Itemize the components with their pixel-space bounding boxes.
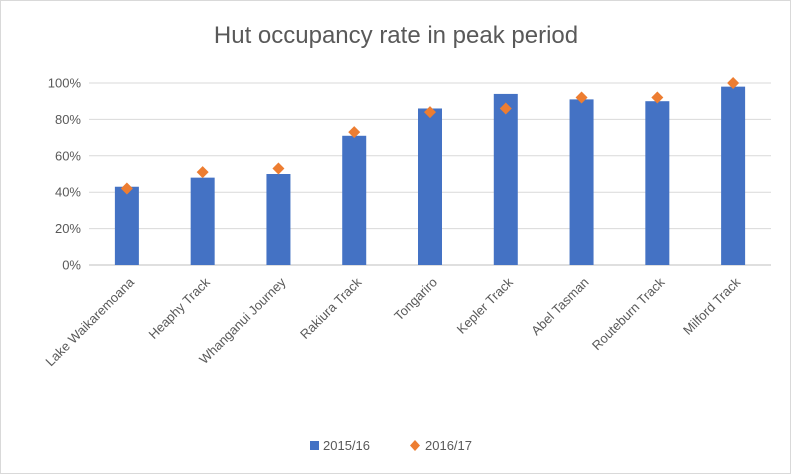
y-tick-label-60: 60% <box>55 148 81 163</box>
y-tick-label-40: 40% <box>55 185 81 200</box>
x-tick-label-abel-tasman: Abel Tasman <box>528 275 592 339</box>
marker-abel-tasman <box>575 91 588 104</box>
marker-heaphy-track <box>196 166 209 179</box>
marker-series <box>120 77 740 195</box>
bar-routeburn-track <box>645 101 670 265</box>
y-tick-label-80: 80% <box>55 112 81 127</box>
x-tick-label-whanganui-journey: Whanganui Journey <box>196 274 289 367</box>
marker-kepler-track <box>499 102 512 115</box>
marker-routeburn-track <box>651 91 664 104</box>
y-tick-label-100: 100% <box>48 76 82 91</box>
marker-tongariro <box>424 106 436 119</box>
legend: 2015/16 2016/17 <box>310 438 472 453</box>
bar-series <box>114 86 746 265</box>
y-tick-label-20: 20% <box>55 221 81 236</box>
bar-lake-waikaremoana <box>114 186 139 265</box>
x-tick-label-kepler-track: Kepler Track <box>454 274 517 337</box>
bar-kepler-track <box>493 93 518 265</box>
legend-label-2016-17: 2016/17 <box>425 438 472 453</box>
y-tick-label-0: 0% <box>62 258 81 273</box>
bar-heaphy-track <box>190 177 215 265</box>
x-tick-label-lake-waikaremoana: Lake Waikaremoana <box>42 274 137 369</box>
bar-tongariro <box>418 108 442 265</box>
legend-swatch-2015-16 <box>310 441 319 450</box>
chart-title: Hut occupancy rate in peak period <box>214 22 578 49</box>
bar-milford-track <box>721 86 746 265</box>
x-tick-label-tongariro: Tongariro <box>391 275 440 324</box>
bar-rakiura-track <box>342 135 367 265</box>
y-axis-ticks: 0% 20% 40% 60% 80% 100% <box>48 76 82 273</box>
marker-milford-track <box>727 77 740 89</box>
marker-lake-waikaremoana <box>120 182 133 195</box>
bar-abel-tasman <box>569 99 594 265</box>
legend-label-2015-16: 2015/16 <box>323 438 370 453</box>
marker-whanganui-journey <box>272 162 285 175</box>
x-tick-label-routeburn-track: Routeburn Track <box>589 274 668 353</box>
bar-whanganui-journey <box>266 174 291 265</box>
marker-rakiura-track <box>348 126 361 139</box>
x-tick-label-rakiura-track: Rakiura Track <box>297 274 365 342</box>
x-tick-label-heaphy-track: Heaphy Track <box>145 274 213 342</box>
x-tick-label-milford-track: Milford Track <box>680 274 744 338</box>
legend-swatch-2016-17 <box>410 440 420 451</box>
